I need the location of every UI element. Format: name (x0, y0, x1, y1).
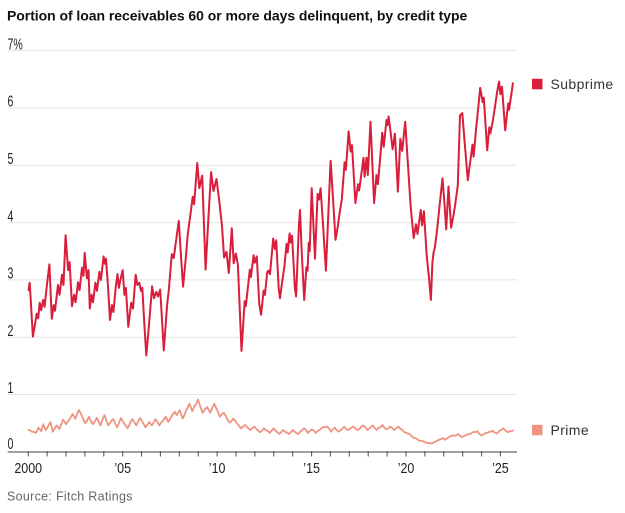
svg-text:Subprime: Subprime (551, 76, 614, 92)
svg-text:’25: ’25 (492, 460, 509, 476)
svg-text:’20: ’20 (398, 460, 415, 476)
svg-text:0: 0 (8, 435, 14, 453)
svg-text:Portion of loan receivables 60: Portion of loan receivables 60 or more d… (7, 8, 467, 24)
svg-text:4: 4 (8, 207, 14, 225)
svg-text:5: 5 (8, 150, 14, 168)
svg-text:3: 3 (8, 265, 14, 283)
svg-text:2: 2 (8, 322, 14, 340)
svg-text:2000: 2000 (14, 460, 42, 476)
svg-text:Prime: Prime (551, 422, 590, 438)
svg-text:6: 6 (8, 93, 14, 111)
svg-text:Source: Fitch Ratings: Source: Fitch Ratings (7, 490, 133, 504)
svg-text:’10: ’10 (209, 460, 226, 476)
svg-text:’15: ’15 (303, 460, 320, 476)
svg-text:’05: ’05 (114, 460, 131, 476)
svg-text:7%: 7% (8, 35, 23, 53)
svg-text:1: 1 (8, 379, 14, 397)
